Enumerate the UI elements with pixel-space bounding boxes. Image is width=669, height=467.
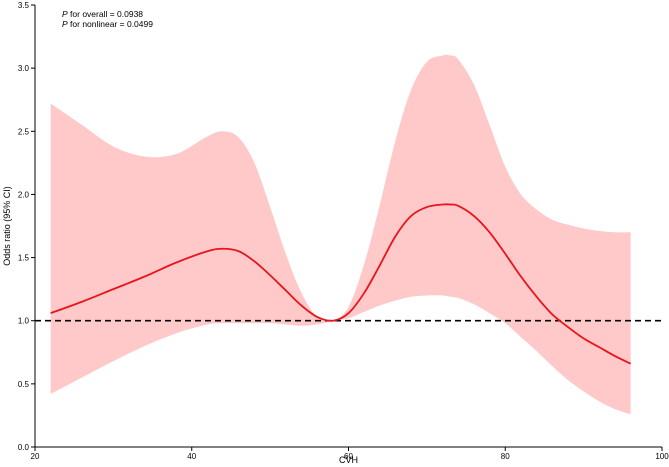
y-tick-label: 2.0 xyxy=(18,190,30,199)
y-tick-label: 0.5 xyxy=(18,380,30,389)
y-tick-label: 1.0 xyxy=(18,317,30,326)
p-overall-italic: P xyxy=(62,9,68,19)
y-tick-label: 1.5 xyxy=(18,254,30,263)
ci-band-layer xyxy=(50,54,631,415)
y-axis-label: Odds ratio (95% CI) xyxy=(2,186,12,266)
y-tick-label: 3.5 xyxy=(18,1,30,10)
x-tick-label: 20 xyxy=(31,452,40,461)
p-nonlinear-annotation: P for nonlinear = 0.0499 xyxy=(62,19,153,29)
y-tick-label: 2.5 xyxy=(18,127,30,136)
p-overall-text: for overall = 0.0938 xyxy=(68,9,144,19)
x-tick-label: 80 xyxy=(501,452,510,461)
x-tick-label: 60 xyxy=(344,452,353,461)
x-tick-label: 100 xyxy=(655,452,669,461)
p-nonlinear-italic: P xyxy=(62,19,68,29)
x-ticks: 20 40 60 80 100 xyxy=(31,447,669,461)
x-tick-label: 40 xyxy=(187,452,196,461)
y-tick-label: 0.0 xyxy=(18,443,30,452)
line-layer xyxy=(50,203,632,365)
or-line xyxy=(50,203,632,365)
p-nonlinear-text: for nonlinear = 0.0499 xyxy=(68,19,154,29)
x-axis-label: CVH xyxy=(339,455,358,465)
y-tick-label: 3.0 xyxy=(18,64,30,73)
p-overall-annotation: P for overall = 0.0938 xyxy=(62,9,143,19)
ci-band xyxy=(50,54,631,415)
y-ticks: 0.0 0.5 1.0 1.5 2.0 2.5 3.0 3.5 xyxy=(18,1,35,452)
